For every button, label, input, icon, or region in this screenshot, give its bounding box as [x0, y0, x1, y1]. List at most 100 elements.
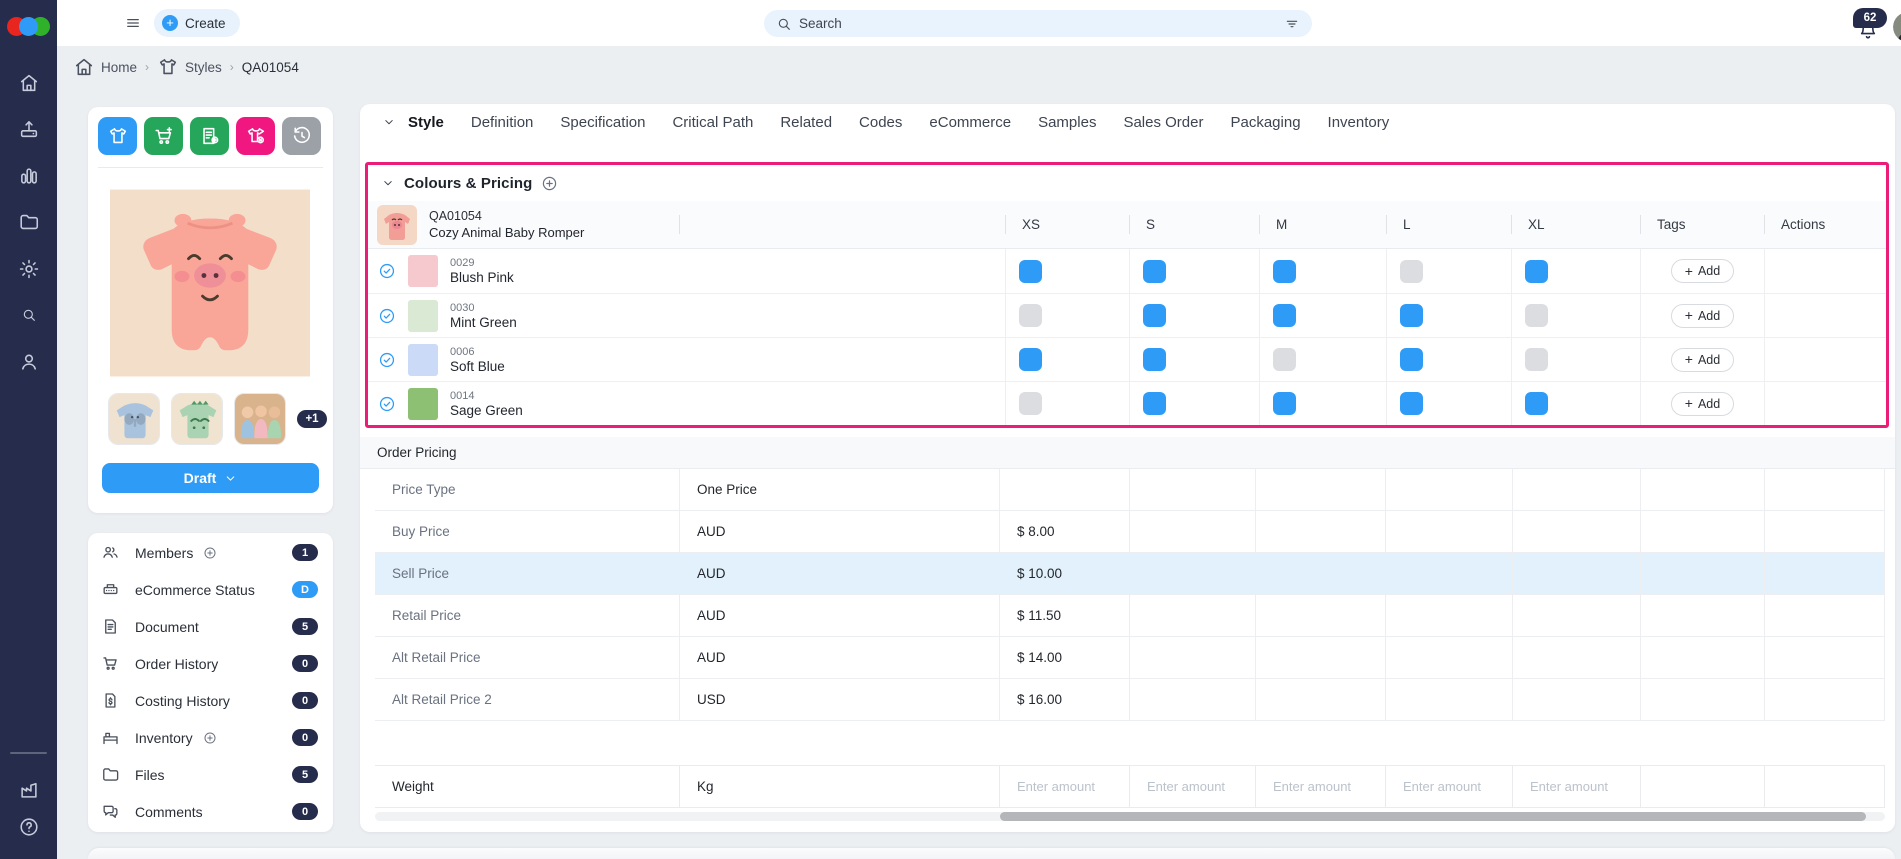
weight-amount-input[interactable]	[1017, 779, 1118, 794]
size-checkbox-checked[interactable]	[1273, 259, 1296, 283]
size-checkbox-unchecked[interactable]	[1400, 259, 1423, 283]
pricing-empty-cell[interactable]	[1129, 595, 1255, 637]
size-checkbox-checked[interactable]	[1143, 392, 1166, 415]
menu-item-document[interactable]: Document 5	[88, 608, 333, 645]
menu-item-members[interactable]: Members 1	[88, 534, 333, 571]
menu-item-ecommerce-status[interactable]: eCommerce Status D	[88, 571, 333, 608]
pricing-empty-cell[interactable]	[1512, 679, 1640, 721]
size-checkbox-checked[interactable]	[1400, 392, 1423, 415]
pricing-empty-cell[interactable]	[1129, 553, 1255, 595]
pricing-empty-cell[interactable]	[1640, 553, 1764, 595]
colour-swatch[interactable]	[408, 387, 438, 420]
menu-item-files[interactable]: Files 5	[88, 756, 333, 793]
thumbnail-dino-romper[interactable]	[171, 393, 223, 445]
colour-swatch[interactable]	[408, 343, 438, 376]
pricing-empty-cell[interactable]	[1129, 469, 1255, 511]
menu-item-costing-history[interactable]: Costing History 0	[88, 682, 333, 719]
tab-sales-order[interactable]: Sales Order	[1123, 113, 1204, 131]
size-checkbox-unchecked[interactable]	[1273, 348, 1296, 371]
add-tag-button[interactable]: Add	[1670, 347, 1735, 372]
pricing-empty-cell[interactable]	[1640, 679, 1764, 721]
search-bar[interactable]	[764, 10, 1312, 37]
pricing-currency[interactable]: USD	[679, 679, 999, 721]
pricing-empty-cell[interactable]	[1512, 637, 1640, 679]
selected-check-icon[interactable]	[378, 307, 396, 325]
pricing-empty-cell[interactable]	[1764, 469, 1885, 511]
pricing-empty-cell[interactable]	[1764, 637, 1885, 679]
weight-amount-input[interactable]	[1147, 779, 1245, 794]
more-images-badge[interactable]: +1	[297, 410, 327, 428]
pricing-amount[interactable]: $ 14.00	[999, 637, 1129, 679]
breadcrumb-home[interactable]: Home	[73, 56, 137, 78]
selected-check-icon[interactable]	[378, 351, 396, 369]
size-checkbox-checked[interactable]	[1143, 304, 1166, 327]
pricing-empty-cell[interactable]	[1640, 469, 1764, 511]
status-dropdown-button[interactable]: Draft	[102, 463, 319, 493]
size-checkbox-unchecked[interactable]	[1019, 304, 1042, 327]
pricing-empty-cell[interactable]	[1255, 679, 1385, 721]
size-checkbox-unchecked[interactable]	[1019, 392, 1042, 415]
thumbnail-babies-photo[interactable]	[234, 393, 286, 445]
pricing-amount[interactable]	[999, 469, 1129, 511]
pricing-empty-cell[interactable]	[1764, 595, 1885, 637]
size-checkbox-checked[interactable]	[1143, 259, 1166, 283]
sidebar-item-help[interactable]	[8, 806, 49, 847]
pricing-empty-cell[interactable]	[1255, 511, 1385, 553]
filter-icon[interactable]	[1284, 16, 1300, 32]
menu-item-inventory[interactable]: Inventory 0	[88, 719, 333, 756]
pricing-empty-cell[interactable]	[1640, 511, 1764, 553]
tab-style[interactable]: Style	[408, 113, 444, 131]
app-logo-icon[interactable]	[4, 13, 52, 41]
deactivate-style-button[interactable]	[236, 117, 275, 155]
tab-codes[interactable]: Codes	[859, 113, 903, 131]
size-checkbox-checked[interactable]	[1273, 304, 1296, 327]
pricing-empty-cell[interactable]	[1764, 511, 1885, 553]
pricing-currency[interactable]: AUD	[679, 595, 999, 637]
colour-swatch[interactable]	[408, 255, 438, 287]
section-chevron-icon[interactable]	[381, 176, 395, 190]
weight-amount-input[interactable]	[1273, 779, 1374, 794]
breadcrumb-styles[interactable]: Styles	[157, 56, 222, 78]
sidebar-item-profile[interactable]	[8, 341, 49, 382]
pricing-currency[interactable]: One Price	[679, 469, 999, 511]
size-checkbox-checked[interactable]	[1143, 348, 1166, 371]
tab-related[interactable]: Related	[780, 113, 833, 131]
horizontal-scrollbar[interactable]	[375, 812, 1885, 821]
size-checkbox-checked[interactable]	[1400, 348, 1423, 371]
tab-packaging[interactable]: Packaging	[1230, 113, 1301, 131]
sidebar-item-analytics[interactable]	[8, 155, 49, 196]
pricing-empty-cell[interactable]	[1129, 511, 1255, 553]
add-tag-button[interactable]: Add	[1670, 259, 1735, 283]
sidebar-item-factory[interactable]	[8, 769, 49, 810]
scrollbar-thumb[interactable]	[1000, 812, 1866, 821]
weight-unit[interactable]: Kg	[679, 765, 999, 808]
size-checkbox-unchecked[interactable]	[1525, 304, 1548, 327]
sidebar-item-settings[interactable]	[8, 248, 49, 289]
sidebar-item-home[interactable]	[8, 62, 49, 103]
history-button[interactable]	[282, 117, 321, 155]
pricing-amount[interactable]: $ 10.00	[999, 553, 1129, 595]
pricing-currency[interactable]: AUD	[679, 637, 999, 679]
pricing-currency[interactable]: AUD	[679, 553, 999, 595]
pricing-empty-cell[interactable]	[1512, 511, 1640, 553]
create-button[interactable]: Create	[154, 9, 240, 37]
colour-swatch[interactable]	[408, 299, 438, 332]
menu-item-order-history[interactable]: Order History 0	[88, 645, 333, 682]
pricing-empty-cell[interactable]	[1255, 637, 1385, 679]
pricing-empty-cell[interactable]	[1385, 511, 1512, 553]
pricing-empty-cell[interactable]	[1512, 469, 1640, 511]
avatar[interactable]	[1893, 12, 1901, 42]
pricing-empty-cell[interactable]	[1385, 553, 1512, 595]
selected-check-icon[interactable]	[378, 395, 396, 413]
bell-icon[interactable]	[1857, 20, 1879, 42]
size-checkbox-checked[interactable]	[1273, 392, 1296, 415]
pricing-empty-cell[interactable]	[1385, 679, 1512, 721]
size-checkbox-checked[interactable]	[1525, 259, 1548, 283]
pricing-empty-cell[interactable]	[1512, 595, 1640, 637]
sidebar-item-folder[interactable]	[8, 202, 49, 243]
size-checkbox-unchecked[interactable]	[1525, 348, 1548, 371]
pricing-empty-cell[interactable]	[1255, 553, 1385, 595]
add-document-button[interactable]	[190, 117, 229, 155]
add-icon[interactable]	[200, 731, 220, 745]
sidebar-item-search[interactable]	[8, 295, 49, 336]
